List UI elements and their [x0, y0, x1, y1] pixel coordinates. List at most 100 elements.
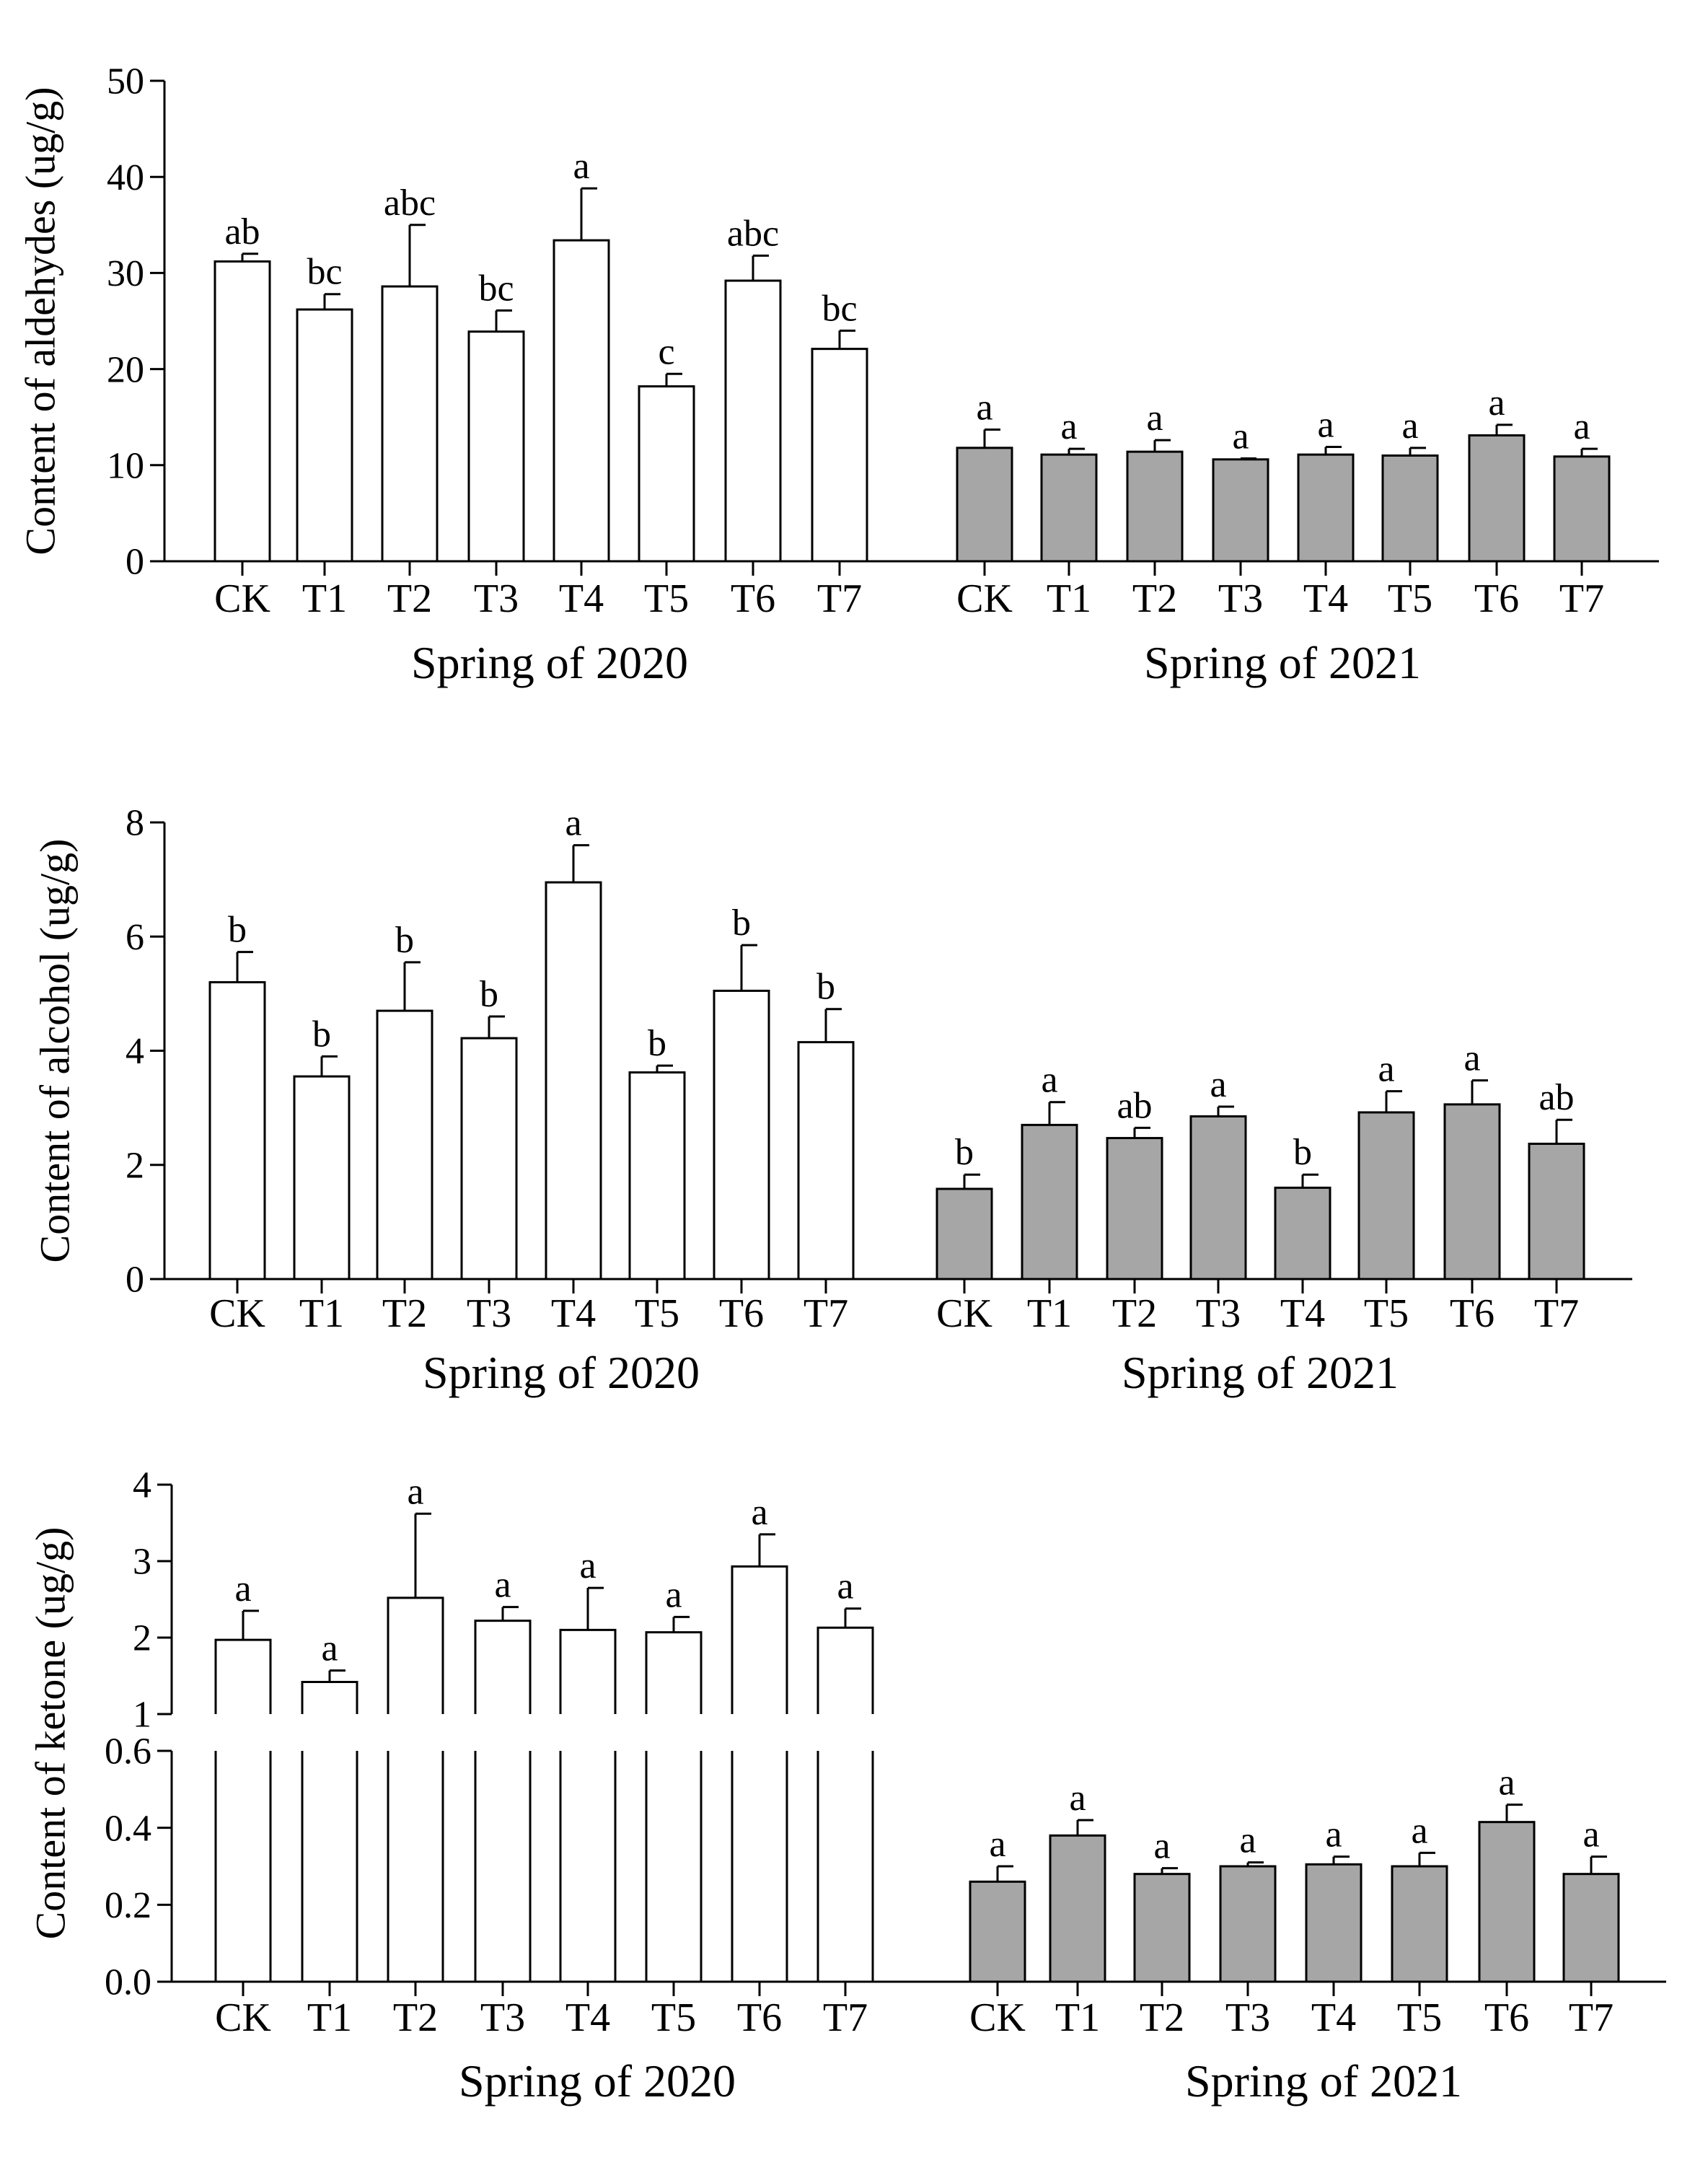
bar	[474, 1620, 532, 1714]
significance-letter: abc	[384, 183, 436, 224]
y-tick-label: 4	[126, 1031, 144, 1072]
x-tick-label: T2	[393, 1995, 438, 2040]
bar	[645, 1631, 703, 1714]
significance-letter: b	[480, 974, 498, 1015]
x-tick-label: T1	[1047, 576, 1091, 621]
x-tick-label: T2	[1132, 576, 1177, 621]
significance-letter: a	[1041, 1060, 1057, 1101]
bar	[208, 981, 266, 1281]
bar	[293, 1075, 351, 1281]
x-tick-label: T1	[1055, 1995, 1100, 2040]
significance-letter: a	[1317, 404, 1334, 445]
x-tick-label: T3	[1225, 1995, 1270, 2040]
bar	[387, 1596, 444, 1714]
y-axis-label: Content of aldehydes (ug/g)	[17, 87, 63, 555]
x-tick-label: CK	[214, 576, 270, 621]
bar-lower-segment	[645, 1751, 703, 1983]
significance-letter: a	[1239, 1820, 1256, 1861]
bar	[1297, 453, 1355, 563]
x-tick-label: T5	[1388, 576, 1432, 621]
bar	[1126, 450, 1184, 563]
x-tick-label: T4	[565, 1995, 610, 2040]
significance-letter: a	[1573, 406, 1590, 447]
x-tick-label: T6	[731, 576, 775, 621]
bar	[214, 1638, 272, 1714]
bar	[381, 285, 439, 563]
x-tick-label: T7	[823, 1995, 868, 2040]
significance-letter: a	[1146, 397, 1163, 439]
bar-lower-segment	[731, 1751, 788, 1983]
x-tick-label: T7	[804, 1291, 848, 1336]
x-tick-label: T7	[1534, 1291, 1579, 1336]
x-tick-label: T6	[1450, 1291, 1494, 1336]
significance-letter: a	[234, 1568, 251, 1609]
alcohol-chart: 0 2 4 6 8 Content of alcohol (ug/g) b CK b T1 b T2 b…	[31, 803, 1632, 1398]
significance-letter: b	[816, 967, 835, 1008]
x-tick-label: T2	[1112, 1291, 1157, 1336]
bar	[1553, 455, 1611, 563]
significance-letter: a	[1210, 1064, 1226, 1105]
significance-letter: bc	[307, 252, 342, 293]
significance-letter: a	[407, 1471, 423, 1512]
significance-letter: b	[732, 902, 751, 944]
significance-letter: a	[321, 1628, 338, 1669]
significance-letter: b	[395, 920, 414, 961]
x-tick-label: T4	[1280, 1291, 1325, 1336]
bar	[1021, 1123, 1078, 1281]
bar	[1212, 458, 1269, 563]
bar-lower-segment	[559, 1751, 617, 1983]
significance-letter: a	[751, 1492, 767, 1533]
bar	[1528, 1142, 1585, 1281]
bar	[1391, 1865, 1448, 1983]
y-tick-label: 2	[126, 1145, 144, 1186]
bar	[1381, 454, 1439, 563]
significance-letter: a	[494, 1565, 511, 1606]
bar	[1562, 1873, 1620, 1983]
y-tick-label: 3	[133, 1542, 151, 1583]
y-tick-label: 20	[107, 349, 144, 390]
bar	[301, 1680, 358, 1714]
significance-letter: a	[1325, 1814, 1342, 1855]
bar	[376, 1009, 433, 1281]
x-tick-label: T5	[644, 576, 689, 621]
y-tick-label: 6	[126, 917, 144, 958]
bar	[1106, 1137, 1163, 1281]
bar	[545, 881, 602, 1281]
bar-lower-segment	[387, 1751, 444, 1983]
y-tick-label: 0	[126, 542, 144, 583]
x-tick-label: T4	[559, 576, 604, 621]
group-label: Spring of 2020	[459, 2055, 736, 2107]
significance-letter: b	[955, 1132, 974, 1173]
y-tick-label: 0	[126, 1260, 144, 1301]
x-tick-label: T1	[1027, 1291, 1072, 1336]
bar	[460, 1037, 518, 1281]
bar	[467, 330, 525, 563]
bar	[816, 1626, 874, 1714]
significance-letter: a	[976, 387, 992, 429]
x-tick-label: T7	[1569, 1995, 1614, 2040]
significance-letter: b	[648, 1023, 666, 1064]
bar	[797, 1041, 855, 1281]
x-tick-label: T3	[467, 1291, 511, 1336]
x-tick-label: T5	[635, 1291, 679, 1336]
y-tick-label: 0.2	[105, 1885, 151, 1926]
y-tick-label: 8	[126, 803, 144, 844]
bar	[1305, 1863, 1363, 1983]
significance-letter: a	[579, 1545, 596, 1586]
y-tick-label: 50	[107, 61, 144, 102]
x-tick-label: CK	[969, 1995, 1026, 2040]
bar	[559, 1628, 617, 1714]
y-tick-label: 0.4	[105, 1808, 151, 1849]
y-axis-label: Content of ketone (ug/g)	[27, 1527, 74, 1940]
x-tick-label: T6	[1474, 576, 1519, 621]
bar-lower-segment	[474, 1751, 532, 1983]
significance-letter: a	[1488, 382, 1505, 423]
bar	[1357, 1111, 1415, 1281]
y-axis-label: Content of alcohol (ug/g)	[31, 839, 78, 1263]
x-tick-label: T2	[387, 576, 432, 621]
bar	[724, 279, 782, 563]
significance-letter: bc	[822, 288, 857, 329]
y-tick-label: 2	[133, 1618, 151, 1659]
significance-letter: a	[565, 803, 581, 844]
